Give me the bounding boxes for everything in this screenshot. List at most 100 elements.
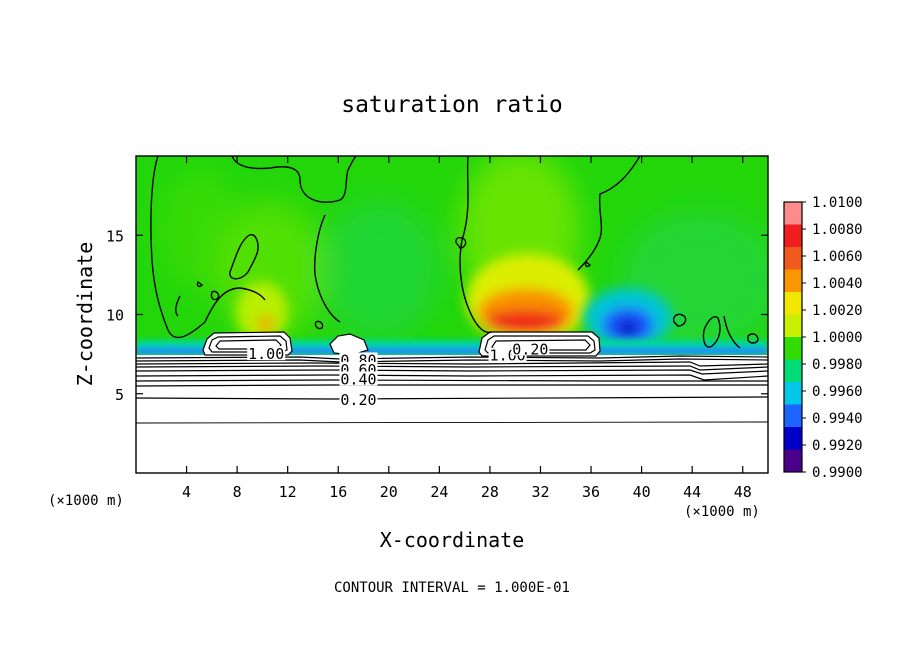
contour-line <box>208 335 288 353</box>
contour-line <box>231 156 357 203</box>
x-unit-left: (×1000 m) <box>48 493 124 509</box>
colorbar-swatch <box>784 359 802 383</box>
x-tick-label: 36 <box>582 483 600 501</box>
subsat-core-darkblue <box>616 319 640 337</box>
colorbar-label: 1.0020 <box>812 303 863 319</box>
colorbar-swatch <box>784 247 802 270</box>
contour-labels: 1.00 0.800.600.400.201.000.20 <box>247 340 550 409</box>
colorbar <box>783 201 803 473</box>
colorbar-label: 0.9940 <box>812 411 863 427</box>
contour-line <box>329 333 369 356</box>
contour-label: 0.20 <box>512 340 548 358</box>
contour-line <box>314 320 324 330</box>
contour-line <box>136 379 768 382</box>
contour-line <box>459 156 493 334</box>
contour-line <box>702 316 721 348</box>
contour-line <box>136 374 768 381</box>
colorbar-swatch <box>784 292 802 315</box>
contours-upper <box>150 156 759 349</box>
x-axis-ticks: 4 8 12 16 20 24 28 32 36 40 44 48 <box>182 156 752 501</box>
colorbar-swatch <box>784 449 802 473</box>
colorbar-label: 0.9920 <box>812 438 863 454</box>
contour-label-bg <box>511 341 550 356</box>
colorbar-swatch <box>784 337 802 360</box>
colorbar-labels: 1.0100 1.0080 1.0060 1.0040 1.0020 1.0000 0.99… <box>802 195 863 481</box>
x-tick-label: 20 <box>380 483 398 501</box>
plume-west-yellow <box>236 282 288 342</box>
contour-line <box>136 361 768 367</box>
contour-label: 0.20 <box>340 391 376 409</box>
contour-interval-note: CONTOUR INTERVAL = 1.000E-01 <box>334 580 570 596</box>
colorbar-swatch <box>784 314 802 338</box>
contour-label-bg <box>339 392 378 407</box>
colorbar-swatch <box>784 224 802 248</box>
colorbar-label: 1.0000 <box>812 330 863 346</box>
contour-line <box>455 236 467 249</box>
colorbar-swatch <box>784 382 802 405</box>
x-tick-label: 8 <box>233 483 242 501</box>
x-tick-label: 32 <box>531 483 549 501</box>
colorbar-label: 1.0060 <box>812 249 863 265</box>
colorbar-label: 1.0040 <box>812 276 863 292</box>
plot-area <box>136 156 768 473</box>
colorbar-label: 0.9900 <box>812 465 863 481</box>
x-tick-label: 40 <box>633 483 651 501</box>
colorbar-swatch <box>784 269 802 293</box>
y-axis-label: Z-coordinate <box>73 242 97 387</box>
contour-line <box>150 156 266 339</box>
x-tick-label: 28 <box>481 483 499 501</box>
field-lower-blank <box>136 355 768 473</box>
contour-line <box>136 365 768 371</box>
contour-label-bg <box>339 371 378 386</box>
contour-line <box>577 156 641 271</box>
colorbar-swatch <box>784 202 802 225</box>
colorbar-label: 0.9960 <box>812 384 863 400</box>
x-unit-right: (×1000 m) <box>684 504 760 520</box>
contour-line <box>747 333 759 344</box>
field-patch-teal <box>320 200 440 340</box>
contours-lower <box>136 355 768 424</box>
colorbar-label: 0.9980 <box>812 357 863 373</box>
x-tick-label: 44 <box>683 483 701 501</box>
boundary-band-blue <box>136 348 768 354</box>
x-tick-label: 48 <box>734 483 752 501</box>
contour-line <box>672 313 687 327</box>
x-tick-label: 12 <box>279 483 297 501</box>
chart-title: saturation ratio <box>341 92 563 118</box>
colorbar-label: 1.0080 <box>812 222 863 238</box>
contour-line <box>136 355 768 360</box>
x-tick-label: 24 <box>430 483 448 501</box>
plume-east-red <box>485 310 565 334</box>
contour-line <box>210 290 220 301</box>
contour-line <box>202 331 293 356</box>
contour-line <box>136 396 768 400</box>
contour-line <box>136 369 768 375</box>
contour-line <box>229 233 259 280</box>
x-axis-label: X-coordinate <box>380 528 525 552</box>
contour-line <box>196 280 203 288</box>
contour-line <box>584 260 591 268</box>
contour-line <box>314 214 341 323</box>
y-tick-label: 10 <box>106 307 124 325</box>
plume-west-orange <box>258 316 274 332</box>
y-tick-label: 5 <box>115 386 124 404</box>
field-patch-yellowgreen <box>160 170 240 290</box>
contour-line <box>136 384 768 387</box>
contour-line <box>136 358 768 363</box>
y-tick-label: 15 <box>106 227 124 245</box>
contour-label: 1.00 <box>248 345 284 363</box>
contour-line <box>215 339 282 350</box>
colorbar-label: 1.0100 <box>812 195 863 211</box>
contour-line <box>136 421 768 424</box>
cloud-island-small <box>330 334 368 355</box>
contour-line <box>175 295 181 317</box>
y-axis-ticks: 5 10 15 <box>106 227 768 404</box>
contour-label-bg <box>247 346 286 361</box>
contour-line <box>723 315 741 349</box>
x-tick-label: 4 <box>182 483 191 501</box>
colorbar-swatch <box>784 427 802 450</box>
contour-label: 0.40 <box>340 370 376 388</box>
colorbar-swatch <box>784 404 802 428</box>
x-tick-label: 16 <box>329 483 347 501</box>
